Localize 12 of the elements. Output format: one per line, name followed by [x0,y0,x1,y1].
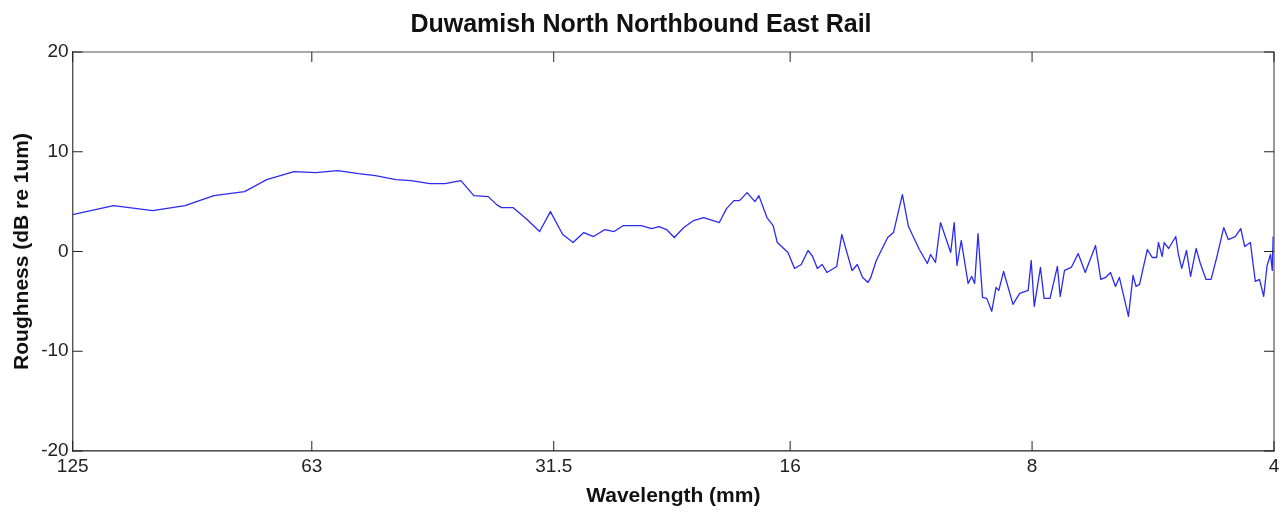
y-tick-label: 10 [47,139,69,161]
y-tick-label: -10 [41,339,69,361]
y-tick-label: 20 [47,40,69,62]
x-tick-label: 31.5 [535,454,573,476]
x-axis-title: Wavelength (mm) [586,483,761,507]
x-tick-label: 16 [779,454,801,476]
x-tick-label: 8 [1026,454,1038,476]
y-tick-label: 0 [58,239,69,261]
x-tick-label: 4 [1268,454,1280,476]
y-axis-title: Roughness (dB re 1um) [9,133,33,370]
chart-title: Duwamish North Northbound East Rail [410,8,872,37]
x-tick-label: 63 [301,454,323,476]
